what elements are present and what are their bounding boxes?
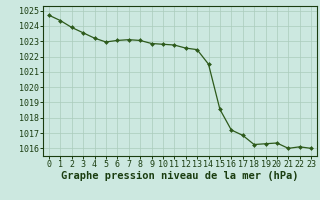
X-axis label: Graphe pression niveau de la mer (hPa): Graphe pression niveau de la mer (hPa) xyxy=(61,171,299,181)
